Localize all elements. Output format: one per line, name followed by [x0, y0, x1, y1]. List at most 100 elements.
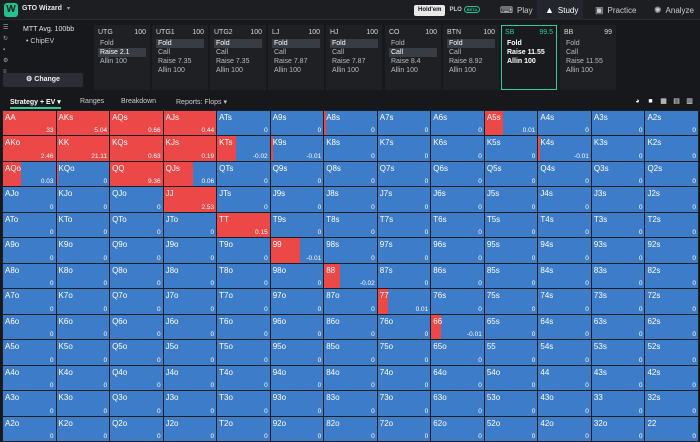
- hand-cell[interactable]: T8s 0: [324, 212, 377, 238]
- hand-cell[interactable]: T4o 0: [217, 365, 270, 391]
- hand-cell[interactable]: KJs 0.19: [163, 136, 217, 161]
- hand-cell[interactable]: QJo 0: [110, 187, 163, 212]
- hand-cell[interactable]: T2o 0: [217, 416, 270, 441]
- hand-cell[interactable]: 76o 0: [377, 314, 431, 340]
- hand-cell[interactable]: JJ 2.53: [163, 187, 217, 212]
- hand-cell[interactable]: 72o 0: [377, 416, 431, 441]
- hand-cell[interactable]: 98s 0: [324, 238, 377, 263]
- hand-cell[interactable]: 93o 0: [270, 391, 324, 416]
- action-option[interactable]: Raise 7.87: [332, 58, 366, 65]
- hand-cell[interactable]: 85o 0: [324, 340, 377, 365]
- hand-cell[interactable]: 87o 0: [324, 289, 377, 314]
- hand-cell[interactable]: 77 0.01: [377, 289, 431, 314]
- hand-cell[interactable]: J9s 0: [270, 187, 324, 212]
- hand-cell[interactable]: QQ 9.36: [110, 161, 163, 187]
- action-option[interactable]: Raise 8.4: [391, 58, 421, 65]
- hand-cell[interactable]: A3s 0: [591, 111, 645, 136]
- hand-cell[interactable]: AA 33: [3, 111, 56, 136]
- app-name[interactable]: GTO Wizard: [22, 5, 62, 12]
- hand-cell[interactable]: KTo 0: [56, 212, 110, 238]
- nav-play[interactable]: ⌨ Play: [500, 4, 533, 15]
- action-option[interactable]: Call: [274, 49, 287, 56]
- palette-icon[interactable]: ◕: [635, 98, 640, 105]
- align-icon[interactable]: ≡: [3, 69, 7, 75]
- hand-cell[interactable]: K2o 0: [56, 416, 110, 441]
- hand-cell[interactable]: J7o 0: [163, 289, 217, 314]
- hand-cell[interactable]: K9s -0.01: [270, 136, 324, 161]
- hand-cell[interactable]: KQo 0: [56, 161, 110, 187]
- position-card-utg2[interactable]: UTG2 100 Fold Call Raise 7.35 Allin 100: [210, 25, 266, 90]
- action-option[interactable]: Fold: [447, 39, 495, 48]
- action-option[interactable]: Raise 7.35: [216, 58, 250, 65]
- hand-cell[interactable]: 82o 0: [324, 416, 377, 441]
- nav-study[interactable]: ▲ Study: [537, 0, 583, 20]
- hand-cell[interactable]: KTs -0.02: [217, 136, 270, 161]
- hand-cell[interactable]: 32o 0: [591, 416, 645, 441]
- hand-cell[interactable]: K6s 0: [431, 136, 484, 161]
- save-icon[interactable]: ▪: [3, 47, 6, 53]
- action-option[interactable]: Call: [216, 49, 229, 56]
- hand-cell[interactable]: A5s 0.01: [484, 111, 538, 136]
- list-icon[interactable]: ☰: [3, 25, 9, 31]
- hand-cell[interactable]: J4o 0: [163, 365, 217, 391]
- hand-cell[interactable]: 52o 0: [484, 416, 538, 441]
- hand-cell[interactable]: J6s 0: [431, 187, 484, 212]
- hand-cell[interactable]: 55 0: [484, 340, 538, 365]
- hand-cell[interactable]: T2s 0: [645, 212, 698, 238]
- hand-cell[interactable]: 62s 0: [645, 314, 698, 340]
- hand-cell[interactable]: Q8o 0: [110, 263, 163, 289]
- grid-icon[interactable]: ▦: [660, 98, 667, 105]
- hand-cell[interactable]: T3o 0: [217, 391, 270, 416]
- hand-cell[interactable]: 66 -0.01: [431, 314, 484, 340]
- hand-cell[interactable]: K7o 0: [56, 289, 110, 314]
- action-option[interactable]: Allin 100: [566, 67, 593, 74]
- action-option[interactable]: Allin 100: [274, 67, 301, 74]
- nav-analyze[interactable]: ✺ Analyze: [654, 4, 695, 15]
- hand-cell[interactable]: 92o 0: [270, 416, 324, 441]
- hand-cell[interactable]: AQo 0.03: [3, 161, 56, 187]
- hand-cell[interactable]: 54o 0: [484, 365, 538, 391]
- hand-cell[interactable]: 92s 0: [645, 238, 698, 263]
- tab-ranges[interactable]: Ranges: [80, 98, 105, 105]
- hand-cell[interactable]: T6o 0: [217, 314, 270, 340]
- hand-cell[interactable]: T6s 0: [431, 212, 484, 238]
- tab-breakdown[interactable]: Breakdown: [121, 98, 157, 105]
- chevron-down-icon[interactable]: ▾: [67, 6, 71, 12]
- hand-cell[interactable]: ATo 0: [3, 212, 56, 238]
- hand-cell[interactable]: K2s 0: [645, 136, 698, 161]
- hand-cell[interactable]: Q9s 0: [270, 161, 324, 187]
- hand-cell[interactable]: T7o 0: [217, 289, 270, 314]
- table-icon[interactable]: ▤: [673, 98, 680, 105]
- hand-cell[interactable]: T9o 0: [217, 238, 270, 263]
- hand-cell[interactable]: T7s 0: [377, 212, 431, 238]
- hand-cell[interactable]: QTs 0: [217, 161, 270, 187]
- action-option[interactable]: Raise 8.92: [449, 58, 483, 65]
- action-option[interactable]: Fold: [330, 39, 378, 48]
- hand-cell[interactable]: AQs 0.66: [110, 111, 163, 136]
- hand-cell[interactable]: 74s 0: [538, 289, 591, 314]
- hand-cell[interactable]: 82s 0: [645, 263, 698, 289]
- hand-cell[interactable]: 88 -0.02: [324, 263, 377, 289]
- game-holdem[interactable]: Hold'em: [414, 5, 446, 16]
- settings-icon[interactable]: ⚙: [3, 58, 9, 64]
- action-option[interactable]: Fold: [156, 39, 204, 48]
- hand-cell[interactable]: 22 0: [645, 416, 698, 441]
- hand-cell[interactable]: 73o 0: [377, 391, 431, 416]
- action-option[interactable]: Fold: [566, 40, 580, 47]
- hand-cell[interactable]: J3s 0: [591, 187, 645, 212]
- hand-cell[interactable]: Q2o 0: [110, 416, 163, 441]
- hand-cell[interactable]: K9o 0: [56, 238, 110, 263]
- tab-reports[interactable]: Reports: Flops ▾: [176, 99, 227, 106]
- hand-cell[interactable]: A8s 0: [324, 111, 377, 136]
- hand-cell[interactable]: Q2s 0: [645, 161, 698, 187]
- square-icon[interactable]: ■: [648, 98, 653, 105]
- hand-cell[interactable]: K4o 0: [56, 365, 110, 391]
- hand-cell[interactable]: 65o 0: [431, 340, 484, 365]
- hand-cell[interactable]: Q6o 0: [110, 314, 163, 340]
- hand-cell[interactable]: J9o 0: [163, 238, 217, 263]
- position-card-sb[interactable]: SB 99.5 Fold Raise 11.55 Allin 100: [501, 25, 557, 90]
- action-option[interactable]: Call: [332, 49, 345, 56]
- hand-cell[interactable]: A5o 0: [3, 340, 56, 365]
- hand-cell[interactable]: A7s 0: [377, 111, 431, 136]
- hand-cell[interactable]: 63s 0: [591, 314, 645, 340]
